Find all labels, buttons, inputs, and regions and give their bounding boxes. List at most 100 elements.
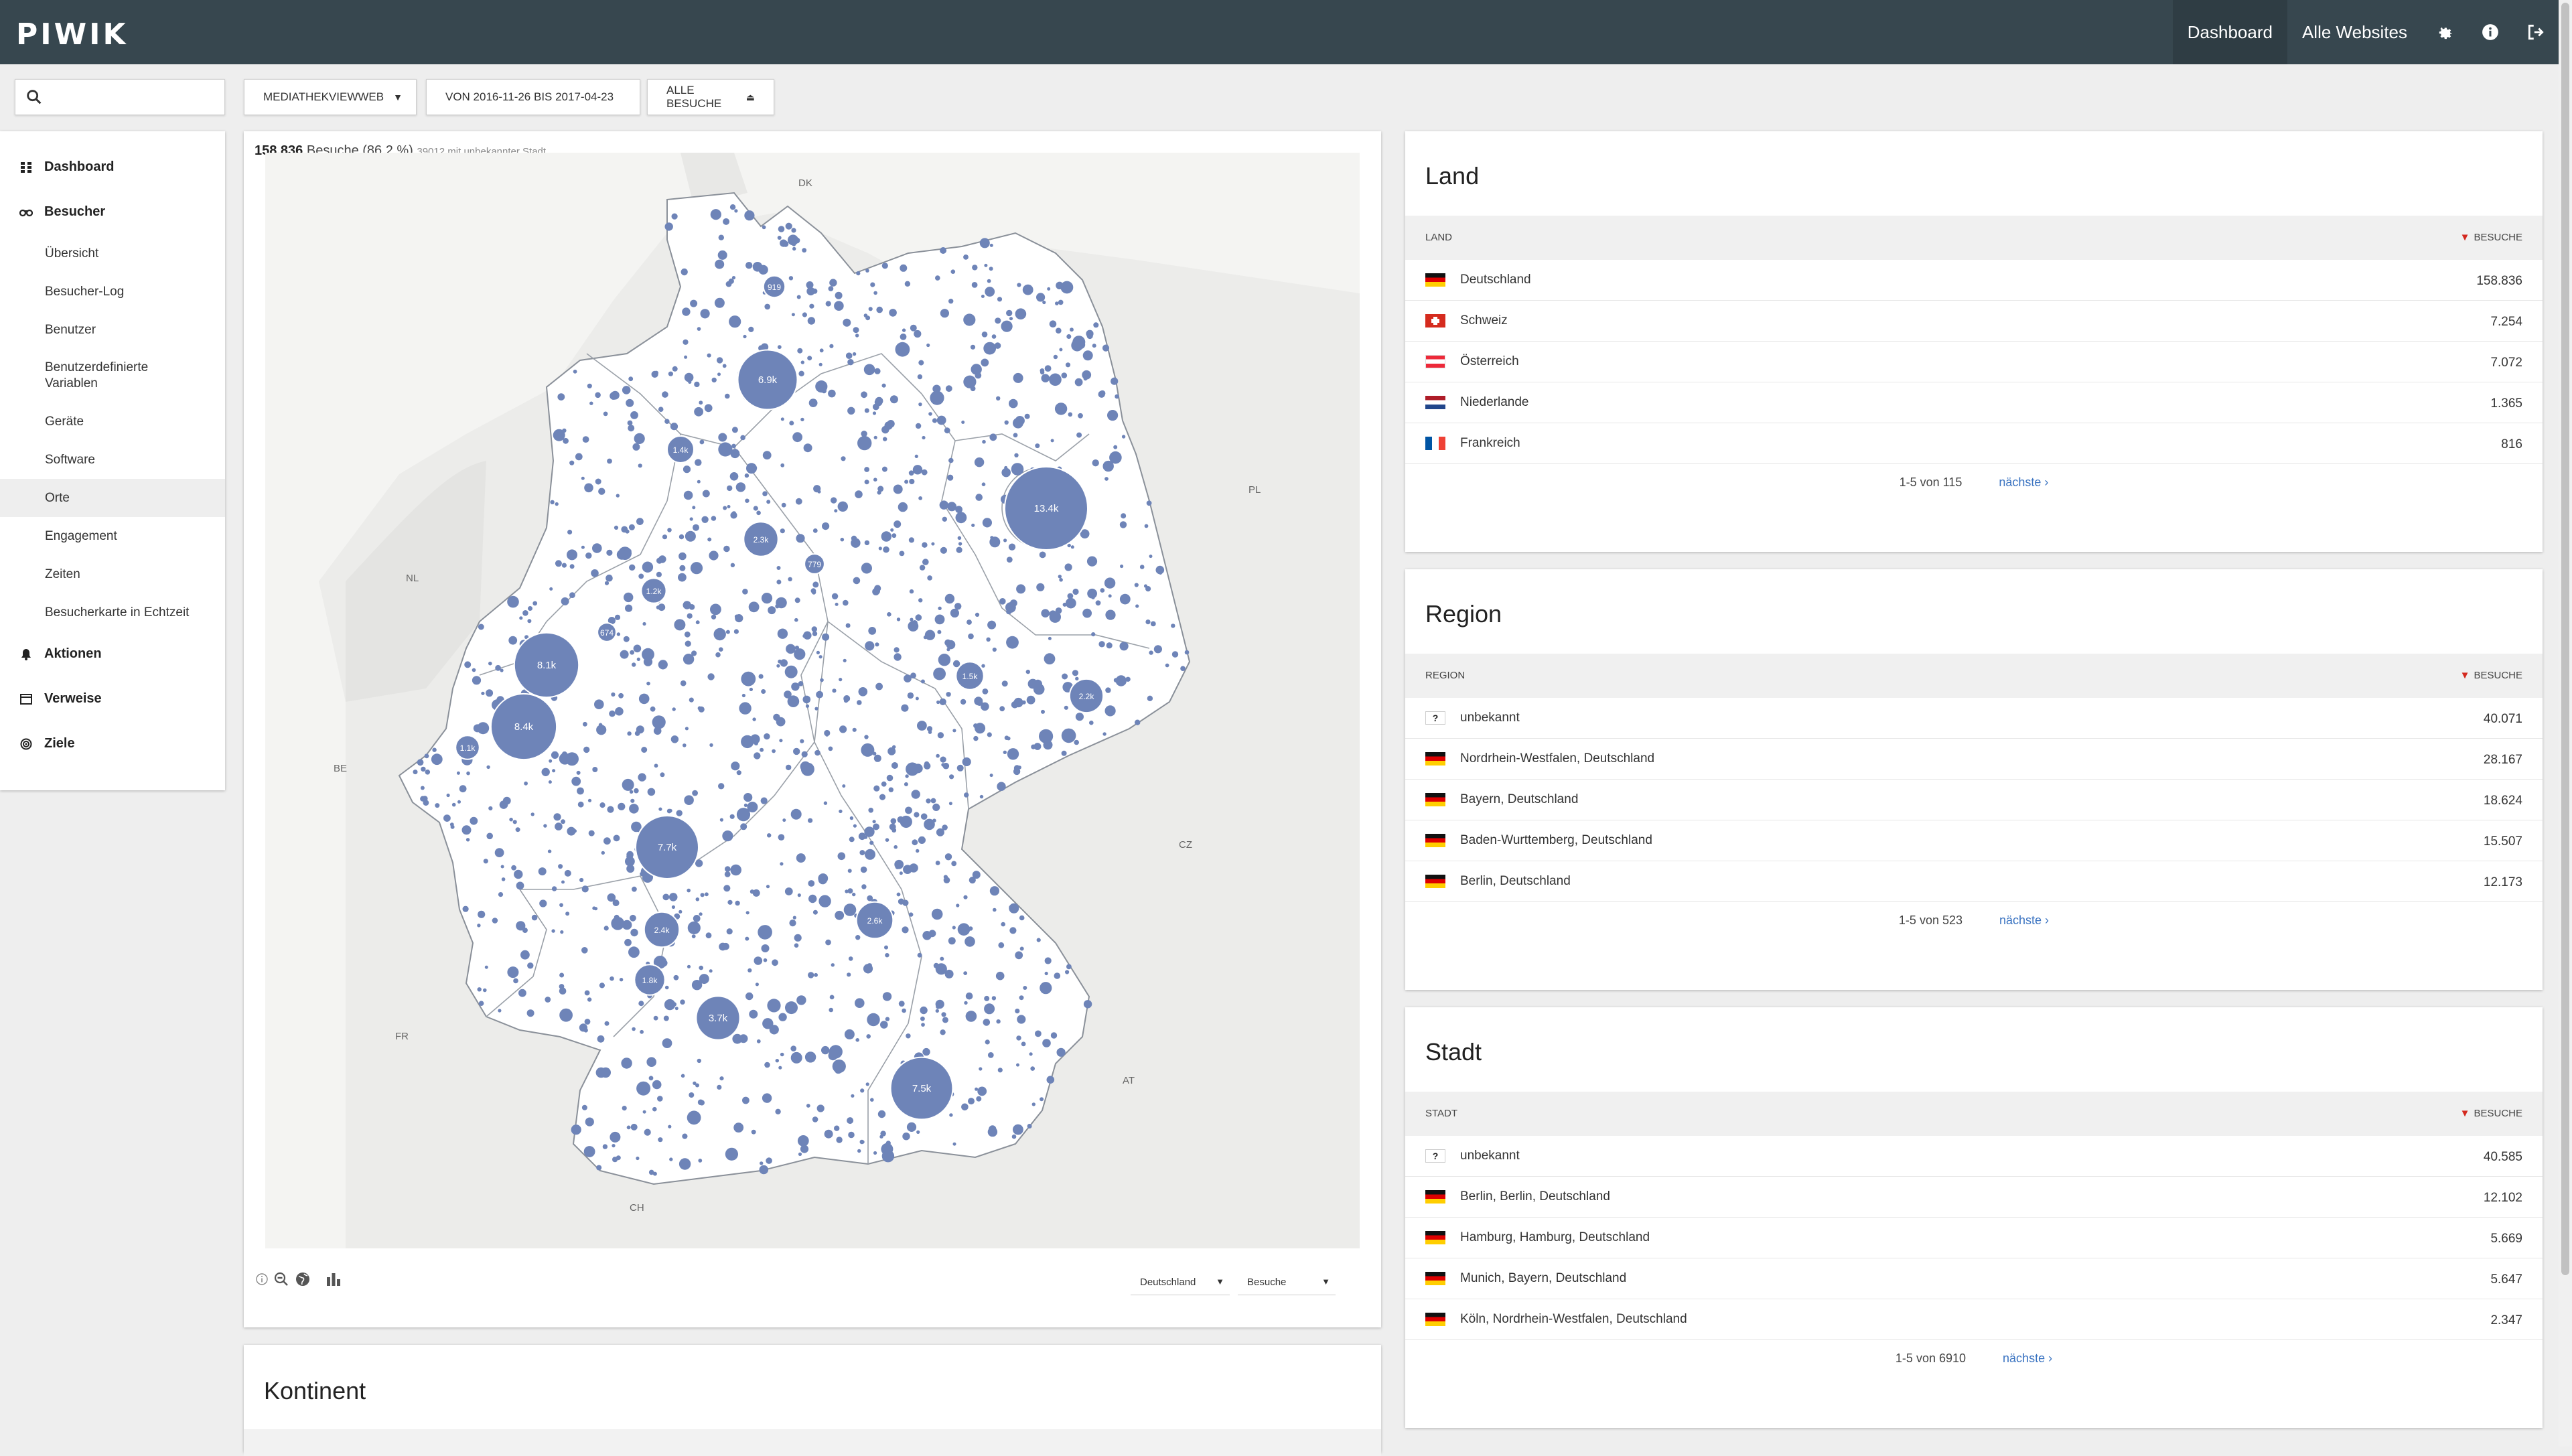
city-dot: [1091, 595, 1095, 599]
city-dot: [603, 411, 608, 417]
city-bubble[interactable]: [855, 901, 894, 940]
city-dot: [1044, 365, 1052, 372]
region-next-link[interactable]: nächste ›: [1999, 914, 2050, 927]
city-dot: [571, 1124, 581, 1135]
city-bubble[interactable]: [804, 553, 825, 575]
city-dot: [950, 608, 959, 618]
sidebar-item-besucher-log[interactable]: Besucher-Log: [45, 284, 125, 299]
city-dot: [1009, 398, 1018, 409]
city-bubble[interactable]: [889, 1056, 954, 1120]
city-bubble[interactable]: [490, 693, 558, 761]
sidebar-item-dashboard[interactable]: Dashboard: [0, 145, 225, 190]
sidebar-item-engagement[interactable]: Engagement: [45, 528, 117, 543]
table-row[interactable]: Baden-Wurttemberg, Deutschland 15.507: [1405, 820, 2543, 861]
zoom-out-icon[interactable]: [273, 1271, 289, 1291]
sidebar-menu: Dashboard Besucher Übersicht Besucher-Lo…: [0, 131, 225, 790]
chart-icon[interactable]: [326, 1272, 342, 1290]
city-dot: [553, 429, 565, 441]
city-bubble[interactable]: [955, 661, 985, 690]
city-dot: [1065, 362, 1071, 368]
city-bubble[interactable]: [513, 632, 580, 699]
sidebar-item-uebersicht[interactable]: Übersicht: [45, 246, 99, 261]
city-bubble[interactable]: [634, 964, 666, 996]
city-dot: [894, 845, 898, 849]
city-bubble[interactable]: [643, 911, 681, 948]
sidebar-item-verweise[interactable]: Verweise: [0, 676, 225, 721]
city-bubble[interactable]: [1004, 466, 1088, 551]
sidebar-item-software[interactable]: Software: [45, 452, 95, 467]
table-row[interactable]: Berlin, Deutschland 12.173: [1405, 861, 2543, 902]
city-bubble[interactable]: [666, 435, 695, 463]
city-bubble[interactable]: [743, 521, 779, 557]
sidebar-item-realtime-map[interactable]: Besucherkarte in Echtzeit: [45, 605, 190, 620]
germany-map[interactable]: 13.4k 8.4k 8.1k 7.7k 7.5k 6.9k 3.7k 2.6k 2.4k 2.3…: [265, 153, 1360, 1248]
map-canvas[interactable]: 13.4k 8.4k 8.1k 7.7k 7.5k 6.9k 3.7k 2.6k 2.4k 2.3…: [265, 153, 1360, 1248]
city-dot: [521, 955, 525, 959]
table-row[interactable]: Munich, Bayern, Deutschland 5.647: [1405, 1258, 2543, 1299]
table-row[interactable]: Frankreich 816: [1405, 423, 2543, 464]
sidebar-item-besucher[interactable]: Besucher: [0, 190, 225, 234]
region-col-label[interactable]: REGION: [1425, 670, 1466, 681]
city-bubble[interactable]: [640, 577, 667, 604]
metric-select[interactable]: Besuche ▼: [1238, 1270, 1336, 1295]
table-row[interactable]: Hamburg, Hamburg, Deutschland 5.669: [1405, 1218, 2543, 1258]
city-dot: [924, 818, 935, 830]
city-bubble-label: 8.1k: [537, 660, 557, 671]
city-bubble[interactable]: [762, 275, 786, 299]
gear-icon[interactable]: [2422, 0, 2468, 64]
table-row[interactable]: Bayern, Deutschland 18.624: [1405, 780, 2543, 820]
date-range-selector[interactable]: VON 2016-11-26 BIS 2017-04-23: [426, 79, 640, 115]
sidebar-item-zeiten[interactable]: Zeiten: [45, 567, 80, 581]
table-row[interactable]: Deutschland 158.836: [1405, 260, 2543, 301]
table-row[interactable]: Köln, Nordrhein-Westfalen, Deutschland 2.…: [1405, 1299, 2543, 1340]
stadt-col-metric[interactable]: ▼ BESUCHE: [2460, 1108, 2522, 1119]
table-row[interactable]: Niederlande 1.365: [1405, 382, 2543, 423]
table-row[interactable]: ? unbekannt 40.585: [1405, 1136, 2543, 1177]
table-row[interactable]: Nordrhein-Westfalen, Deutschland 28.167: [1405, 739, 2543, 780]
sidebar-item-benutzer[interactable]: Benutzer: [45, 322, 96, 337]
region-select[interactable]: Deutschland ▼: [1131, 1270, 1230, 1295]
region-table-header: REGION ▼ BESUCHE: [1405, 654, 2543, 698]
city-dot: [1070, 545, 1074, 549]
city-bubble[interactable]: [695, 995, 741, 1041]
scrollbar-thumb[interactable]: [2561, 3, 2569, 1275]
sidebar-item-custom-variables[interactable]: Benutzerdefinierte Variablen: [0, 349, 225, 403]
info-icon[interactable]: [256, 1273, 268, 1289]
city-dot: [852, 727, 857, 732]
piwik-logo[interactable]: PIWIK: [16, 17, 129, 52]
table-row[interactable]: ? unbekannt 40.071: [1405, 698, 2543, 739]
city-dot: [683, 654, 695, 665]
city-dot: [730, 449, 740, 459]
stadt-next-link[interactable]: nächste ›: [2003, 1352, 2053, 1365]
table-row[interactable]: Berlin, Berlin, Deutschland 12.102: [1405, 1177, 2543, 1218]
sidebar-item-orte[interactable]: Orte: [0, 479, 225, 517]
nav-all-websites[interactable]: Alle Websites: [2301, 22, 2407, 42]
city-bubble[interactable]: [597, 622, 617, 642]
search-input[interactable]: [15, 79, 225, 115]
info-icon[interactable]: [2468, 0, 2513, 64]
city-bubble[interactable]: [635, 815, 699, 879]
city-bubble[interactable]: [1068, 678, 1104, 714]
city-bubble[interactable]: [455, 735, 480, 760]
city-dot: [622, 1106, 627, 1111]
globe-icon[interactable]: [295, 1271, 311, 1291]
land-col-label[interactable]: LAND: [1425, 232, 1453, 243]
nav-dashboard[interactable]: Dashboard: [2172, 0, 2287, 64]
land-next-link[interactable]: nächste ›: [1999, 476, 2049, 489]
sidebar-item-aktionen[interactable]: Aktionen: [0, 632, 225, 676]
page-scrollbar[interactable]: [2559, 0, 2572, 1447]
table-row[interactable]: Schweiz 7.254: [1405, 301, 2543, 342]
city-dot: [831, 497, 837, 504]
table-row[interactable]: Österreich 7.072: [1405, 342, 2543, 382]
segment-selector[interactable]: ALLE BESUCHE ⏏: [647, 79, 774, 115]
sidebar-item-ziele[interactable]: Ziele: [0, 721, 225, 766]
city-dot: [1076, 432, 1082, 438]
sign-out-icon[interactable]: [2513, 0, 2559, 64]
land-col-metric[interactable]: ▼ BESUCHE: [2460, 232, 2522, 243]
city-dot: [852, 352, 857, 356]
city-bubble[interactable]: [737, 349, 798, 411]
sidebar-item-geraete[interactable]: Geräte: [45, 414, 84, 429]
site-selector[interactable]: MEDIATHEKVIEWWEB ▼: [244, 79, 417, 115]
stadt-col-label[interactable]: STADT: [1425, 1108, 1458, 1119]
region-col-metric[interactable]: ▼ BESUCHE: [2460, 670, 2522, 681]
